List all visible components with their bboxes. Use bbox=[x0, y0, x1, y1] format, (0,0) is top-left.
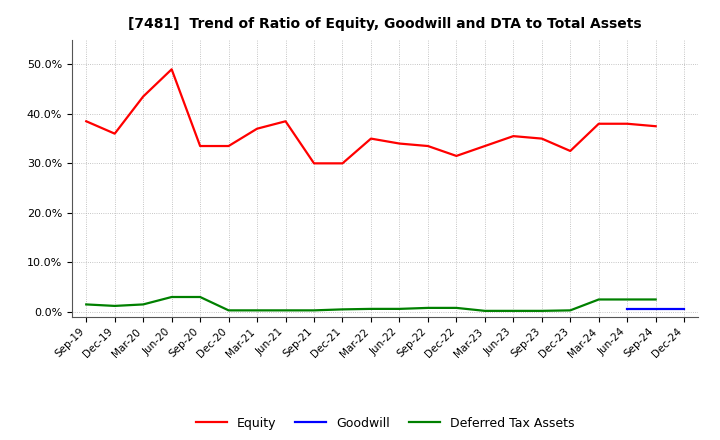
Title: [7481]  Trend of Ratio of Equity, Goodwill and DTA to Total Assets: [7481] Trend of Ratio of Equity, Goodwil… bbox=[128, 18, 642, 32]
Equity bbox=[652, 124, 660, 129]
Deferred Tax Assets bbox=[537, 308, 546, 313]
Equity bbox=[566, 148, 575, 154]
Deferred Tax Assets bbox=[509, 308, 518, 313]
Deferred Tax Assets bbox=[566, 308, 575, 313]
Goodwill bbox=[623, 307, 631, 312]
Deferred Tax Assets bbox=[480, 308, 489, 313]
Equity bbox=[623, 121, 631, 126]
Deferred Tax Assets bbox=[452, 305, 461, 311]
Equity bbox=[537, 136, 546, 141]
Equity bbox=[310, 161, 318, 166]
Equity bbox=[509, 133, 518, 139]
Deferred Tax Assets bbox=[366, 306, 375, 312]
Deferred Tax Assets bbox=[623, 297, 631, 302]
Goodwill bbox=[652, 307, 660, 312]
Equity bbox=[395, 141, 404, 146]
Deferred Tax Assets bbox=[423, 305, 432, 311]
Equity bbox=[196, 143, 204, 149]
Equity bbox=[423, 143, 432, 149]
Equity bbox=[366, 136, 375, 141]
Line: Equity: Equity bbox=[86, 69, 656, 163]
Equity bbox=[82, 119, 91, 124]
Deferred Tax Assets bbox=[253, 308, 261, 313]
Deferred Tax Assets bbox=[82, 302, 91, 307]
Deferred Tax Assets bbox=[310, 308, 318, 313]
Deferred Tax Assets bbox=[595, 297, 603, 302]
Deferred Tax Assets bbox=[110, 303, 119, 308]
Deferred Tax Assets bbox=[139, 302, 148, 307]
Equity bbox=[480, 143, 489, 149]
Deferred Tax Assets bbox=[225, 308, 233, 313]
Equity bbox=[110, 131, 119, 136]
Equity bbox=[139, 94, 148, 99]
Legend: Equity, Goodwill, Deferred Tax Assets: Equity, Goodwill, Deferred Tax Assets bbox=[191, 412, 580, 435]
Equity bbox=[253, 126, 261, 131]
Equity bbox=[282, 119, 290, 124]
Deferred Tax Assets bbox=[282, 308, 290, 313]
Equity bbox=[167, 66, 176, 72]
Deferred Tax Assets bbox=[652, 297, 660, 302]
Deferred Tax Assets bbox=[338, 307, 347, 312]
Equity bbox=[595, 121, 603, 126]
Deferred Tax Assets bbox=[395, 306, 404, 312]
Equity bbox=[338, 161, 347, 166]
Deferred Tax Assets bbox=[167, 294, 176, 300]
Line: Deferred Tax Assets: Deferred Tax Assets bbox=[86, 297, 656, 311]
Goodwill bbox=[680, 307, 688, 312]
Equity bbox=[452, 153, 461, 158]
Deferred Tax Assets bbox=[196, 294, 204, 300]
Equity bbox=[225, 143, 233, 149]
